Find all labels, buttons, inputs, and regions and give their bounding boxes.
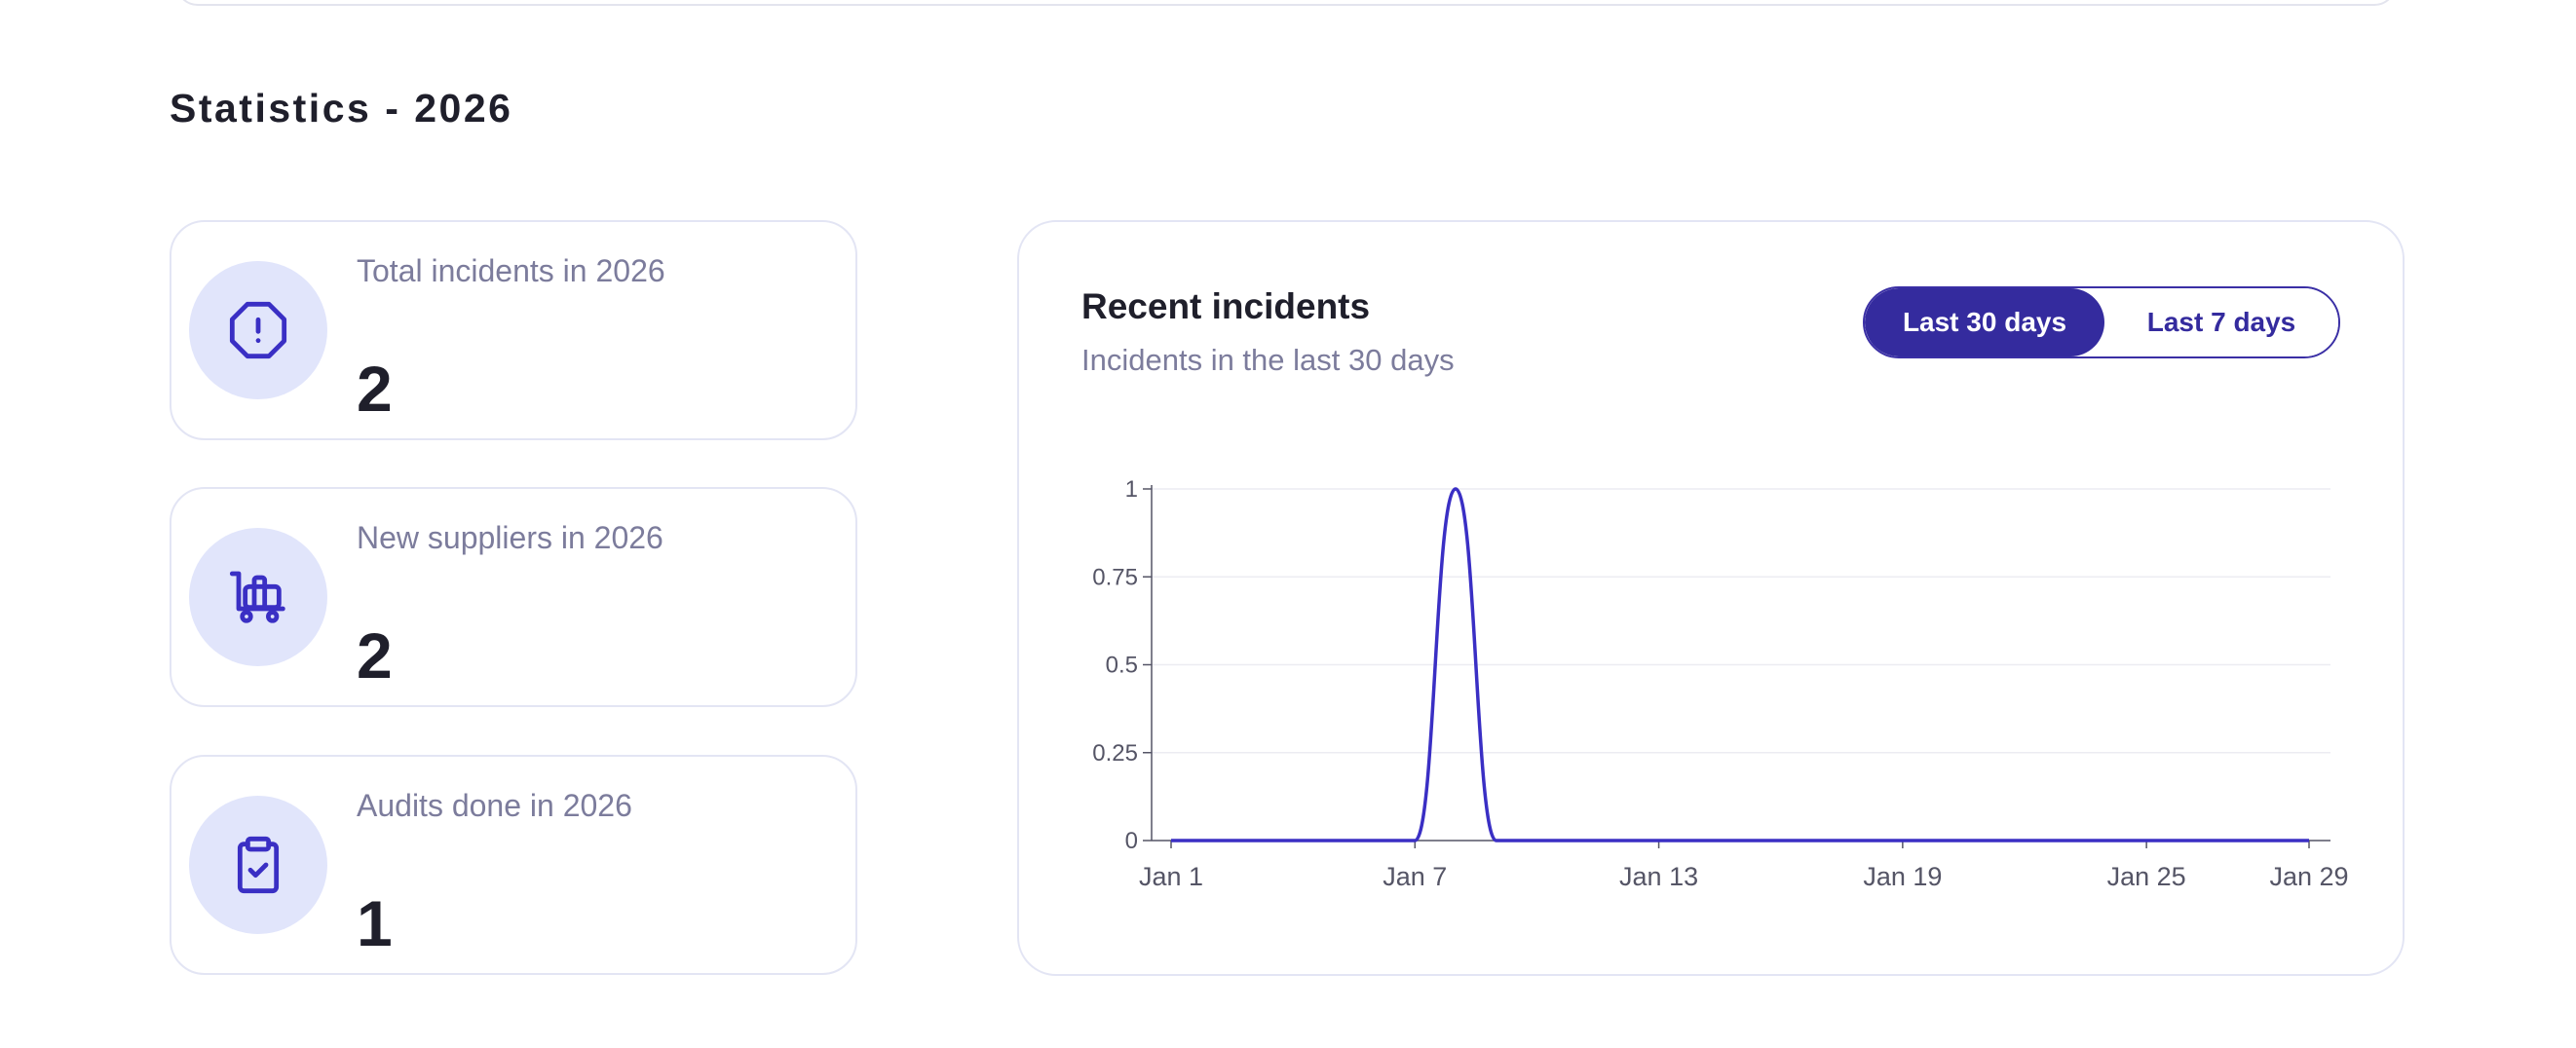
incidents-line-chart: 0 0.25 0.5 0.75 1 Jan 1 Jan 7 Jan 13 Jan 19 Jan 2…: [1092, 476, 2348, 891]
stat-card-total-incidents: Total incidents in 2026 2: [170, 220, 857, 440]
stat-value: 1: [357, 887, 393, 959]
y-tick-label: 1: [1125, 476, 1138, 503]
y-tick-label: 0.25: [1092, 740, 1138, 767]
previous-section-card: [175, 0, 2397, 6]
x-tick-label: Jan 29: [2269, 862, 2348, 891]
clipboard-check-icon: [237, 836, 280, 894]
stat-icon-circle: [189, 796, 327, 934]
stat-icon-circle: [189, 261, 327, 399]
chart-subtitle: Incidents in the last 30 days: [1081, 343, 1455, 377]
stat-label: Total incidents in 2026: [357, 253, 665, 288]
section-title: Statistics - 2026: [170, 86, 513, 131]
recent-incidents-card: Recent incidents Incidents in the last 3…: [1017, 220, 2405, 976]
last-30-days-button[interactable]: Last 30 days: [1865, 288, 2104, 356]
x-tick-label: Jan 19: [1863, 862, 1942, 891]
x-tick-label: Jan 13: [1619, 862, 1698, 891]
stat-label: New suppliers in 2026: [357, 520, 663, 555]
series-line: [1171, 487, 2309, 842]
x-tick-label: Jan 25: [2107, 862, 2186, 891]
stat-value: 2: [357, 619, 393, 692]
stat-card-audits-done: Audits done in 2026 1: [170, 755, 857, 975]
last-7-days-button[interactable]: Last 7 days: [2104, 288, 2338, 356]
x-tick-label: Jan 7: [1383, 862, 1447, 891]
period-toggle: Last 30 days Last 7 days: [1863, 286, 2340, 358]
stat-card-new-suppliers: New suppliers in 2026 2: [170, 487, 857, 707]
alert-octagon-icon: [229, 301, 287, 359]
luggage-cart-icon: [229, 571, 285, 623]
y-tick-label: 0: [1125, 828, 1138, 854]
stat-label: Audits done in 2026: [357, 788, 632, 823]
stat-icon-circle: [189, 528, 327, 666]
stat-value: 2: [357, 353, 393, 425]
y-tick-label: 0.5: [1106, 653, 1138, 679]
x-tick-label: Jan 1: [1139, 862, 1203, 891]
chart-title: Recent incidents: [1081, 286, 1371, 326]
y-tick-label: 0.75: [1092, 564, 1138, 590]
